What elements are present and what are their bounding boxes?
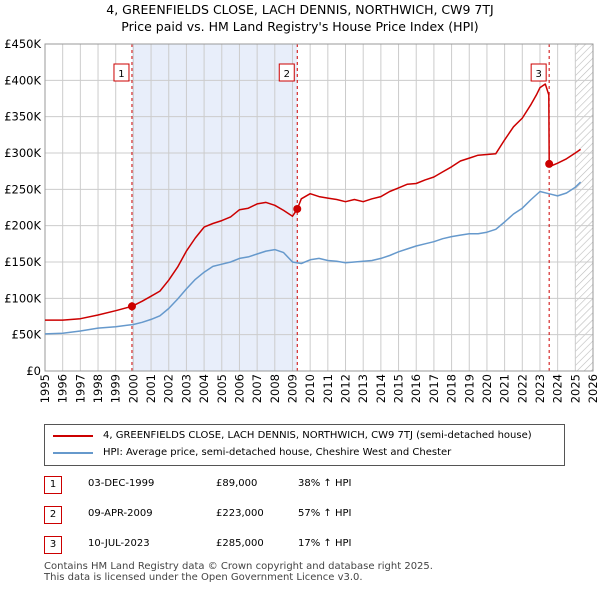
x-tick-label: 2018 <box>445 374 459 403</box>
sale-point <box>545 159 554 168</box>
sale-date: 03-DEC-1999 <box>88 478 155 489</box>
y-tick-label: £250K <box>4 182 41 196</box>
sale-marker-label: 2 <box>44 506 62 524</box>
x-tick-label: 2015 <box>392 374 406 403</box>
x-tick-label: 2011 <box>321 374 335 403</box>
x-tick-label: 2017 <box>427 374 441 403</box>
legend-item-hpi: HPI: Average price, semi-detached house,… <box>53 445 553 461</box>
x-tick-label: 1998 <box>91 374 105 403</box>
sale-hpi-change: 57% ↑ HPI <box>298 508 352 519</box>
price-chart: 1 2 3 £0 £50K £100K £150K £200K £250K £300K £350K £… <box>4 37 600 403</box>
plot-frame <box>44 43 594 372</box>
sale-hpi-change: 38% ↑ HPI <box>298 478 352 489</box>
x-tick-label: 2001 <box>144 374 158 403</box>
footer-licence: This data is licensed under the Open Gov… <box>44 572 363 583</box>
sale-marker-label: 1 <box>44 476 62 494</box>
sale-price: £223,000 <box>216 508 264 519</box>
y-tick-label: £0 <box>26 364 41 378</box>
x-tick-label: 1996 <box>56 374 70 403</box>
sale-hpi-change: 17% ↑ HPI <box>298 538 352 549</box>
x-tick-label: 2016 <box>409 374 423 403</box>
x-tick-label: 2026 <box>586 374 600 403</box>
x-tick-label: 2002 <box>162 374 176 403</box>
x-tick-label: 2024 <box>551 374 565 403</box>
x-tick-label: 2010 <box>303 374 317 403</box>
y-tick-label: £350K <box>4 110 41 124</box>
x-tick-label: 2019 <box>462 374 476 403</box>
legend-swatch-property <box>53 435 93 437</box>
ownership-shade <box>131 44 298 371</box>
x-tick-label: 2007 <box>250 374 264 403</box>
sale-date: 09-APR-2009 <box>88 508 153 519</box>
legend-label-hpi: HPI: Average price, semi-detached house,… <box>103 447 452 458</box>
chart-subtitle: Price paid vs. HM Land Registry's House … <box>121 19 479 34</box>
sale-date: 10-JUL-2023 <box>88 538 150 549</box>
sale-marker-box <box>530 63 547 82</box>
sale-marker-box <box>278 63 295 82</box>
x-tick-label: 1997 <box>73 374 87 403</box>
legend-swatch-hpi <box>53 452 93 454</box>
sale-price: £89,000 <box>216 478 258 489</box>
y-tick-label: £200K <box>4 219 41 233</box>
y-tick-label: £450K <box>4 37 41 51</box>
x-tick-label: 1995 <box>38 374 52 403</box>
sale-marker-number: 1 <box>118 69 124 80</box>
legend: 4, GREENFIELDS CLOSE, LACH DENNIS, NORTH… <box>44 424 565 466</box>
x-tick-label: 2013 <box>356 374 370 403</box>
x-tick-label: 2009 <box>285 374 299 403</box>
x-tick-label: 1999 <box>109 374 123 403</box>
sale-marker-number: 3 <box>535 69 541 80</box>
forecast-hatch <box>575 44 593 371</box>
y-tick-label: £400K <box>4 73 41 87</box>
y-tick-label: £150K <box>4 255 41 269</box>
sale-marker-box <box>113 63 130 82</box>
x-tick-label: 2023 <box>533 374 547 403</box>
footer-copyright: Contains HM Land Registry data © Crown c… <box>44 561 433 572</box>
y-tick-label: £50K <box>12 328 42 342</box>
x-tick-label: 2020 <box>480 374 494 403</box>
sale-row-2: 2 09-APR-2009 £223,000 57% ↑ HPI <box>0 506 600 526</box>
property-price-line <box>45 83 582 321</box>
sale-marker-number: 2 <box>284 69 290 80</box>
x-tick-label: 2006 <box>232 374 246 403</box>
y-tick-label: £300K <box>4 146 41 160</box>
sale-marker-label: 3 <box>44 536 62 554</box>
x-tick-label: 2012 <box>339 374 353 403</box>
sale-point <box>293 204 302 213</box>
hpi-line <box>44 181 582 335</box>
legend-item-property: 4, GREENFIELDS CLOSE, LACH DENNIS, NORTH… <box>53 428 553 444</box>
legend-label-property: 4, GREENFIELDS CLOSE, LACH DENNIS, NORTH… <box>103 430 532 441</box>
chart-title: 4, GREENFIELDS CLOSE, LACH DENNIS, NORTH… <box>106 2 494 17</box>
x-tick-label: 2008 <box>268 374 282 403</box>
x-tick-label: 2021 <box>498 374 512 403</box>
x-tick-label: 2003 <box>179 374 193 403</box>
y-tick-label: £100K <box>4 291 41 305</box>
x-tick-label: 2005 <box>215 374 229 403</box>
x-tick-label: 2000 <box>126 374 140 403</box>
sale-point <box>127 302 136 311</box>
x-tick-label: 2004 <box>197 374 211 403</box>
sale-price: £285,000 <box>216 538 264 549</box>
x-tick-label: 2022 <box>515 374 529 403</box>
sale-row-3: 3 10-JUL-2023 £285,000 17% ↑ HPI <box>0 536 600 556</box>
x-tick-label: 2014 <box>374 374 388 403</box>
x-tick-label: 2025 <box>568 374 582 403</box>
sale-row-1: 1 03-DEC-1999 £89,000 38% ↑ HPI <box>0 476 600 496</box>
